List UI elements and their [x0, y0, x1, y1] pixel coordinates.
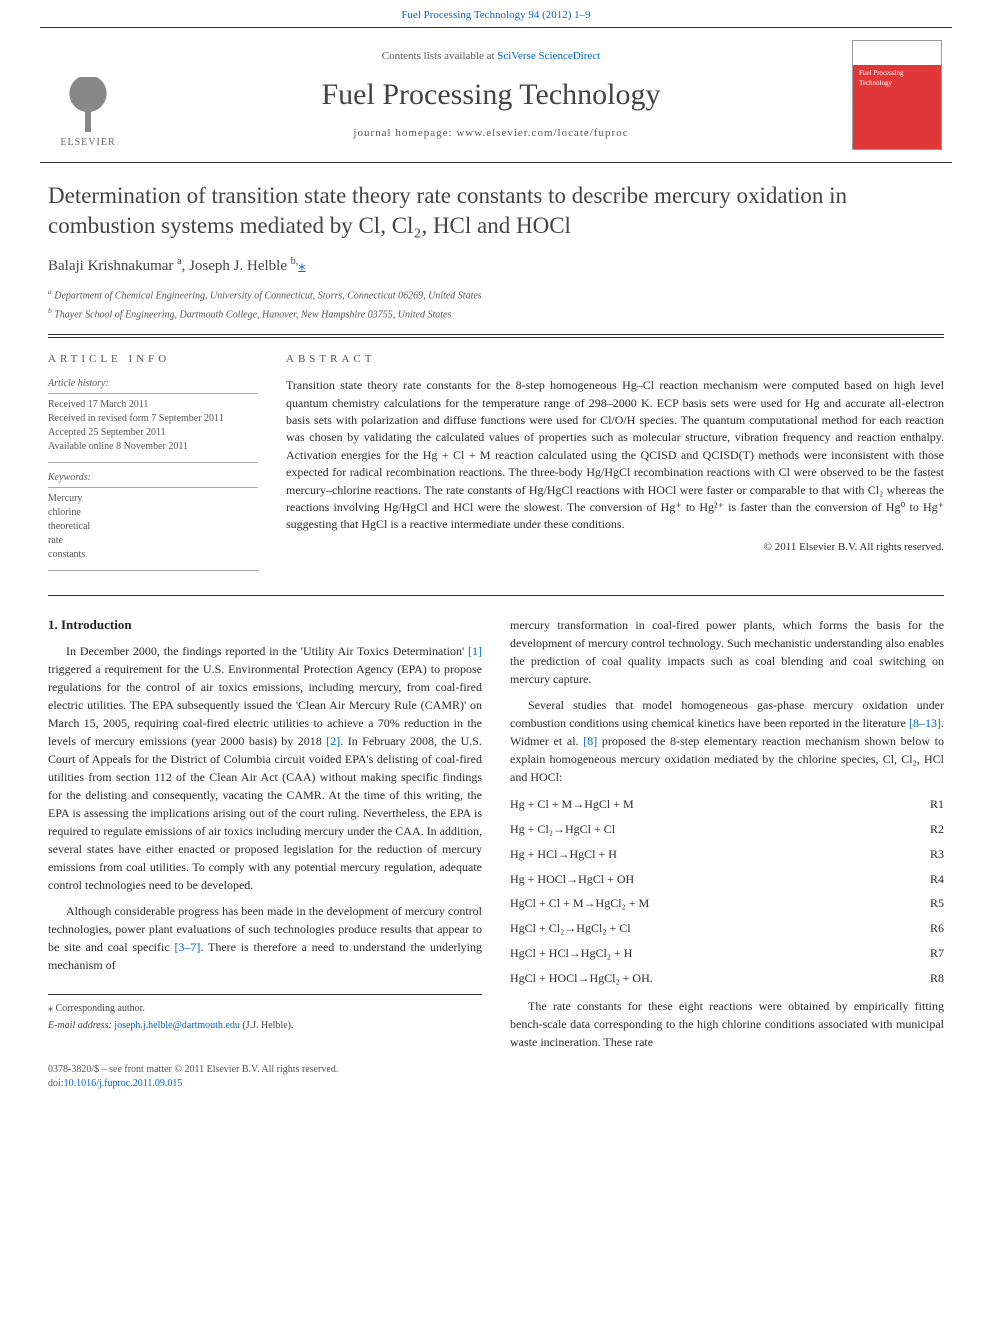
contents-prefix: Contents lists available at: [382, 50, 497, 62]
keyword: chlorine: [48, 506, 258, 520]
affiliation-a: a Department of Chemical Engineering, Un…: [48, 287, 944, 303]
sciencedirect-link[interactable]: SciVerse ScienceDirect: [497, 50, 600, 62]
body-columns: 1. Introduction In December 2000, the fi…: [48, 616, 944, 1050]
citation-link[interactable]: [2]: [326, 734, 340, 748]
elsevier-logo[interactable]: ELSEVIER: [48, 60, 128, 150]
author-1-aff: a: [177, 256, 181, 267]
keyword: Mercury: [48, 492, 258, 506]
reaction-r1: Hg + Cl + M→HgCl + MR1: [510, 796, 944, 813]
keyword: constants: [48, 548, 258, 562]
footnotes: ⁎ Corresponding author. E-mail address: …: [48, 994, 482, 1033]
info-abstract-row: ARTICLE INFO Article history: Received 1…: [48, 337, 944, 596]
reaction-r7: HgCl + HCl→HgCl₂ + HR7: [510, 945, 944, 962]
citation-link[interactable]: [3–7]: [174, 940, 200, 954]
author-2[interactable]: Joseph J. Helble: [189, 258, 287, 274]
article: Determination of transition state theory…: [0, 181, 992, 1050]
journal-name: Fuel Processing Technology: [140, 74, 842, 116]
abstract-heading: ABSTRACT: [286, 352, 944, 367]
affiliation-b: b Thayer School of Engineering, Dartmout…: [48, 306, 944, 322]
intro-paragraph-3: Several studies that model homogeneous g…: [510, 696, 944, 786]
article-info-heading: ARTICLE INFO: [48, 352, 258, 367]
revised-date: Received in revised form 7 September 201…: [48, 412, 258, 426]
reaction-r6: HgCl + Cl₂→HgCl₂ + ClR6: [510, 920, 944, 937]
cover-thumb-box: [842, 28, 952, 162]
elsevier-tree-icon: [63, 77, 113, 132]
corresponding-mark[interactable]: ⁎: [298, 258, 306, 274]
publisher-logo-box: ELSEVIER: [40, 28, 140, 162]
reaction-r8: HgCl + HOCl→HgCl₂ + OH.R8: [510, 970, 944, 987]
keyword: rate: [48, 534, 258, 548]
intro-paragraph-4: The rate constants for these eight react…: [510, 997, 944, 1051]
authors: Balaji Krishnakumar a, Joseph J. Helble …: [48, 255, 944, 277]
footer-doi: doi:10.1016/j.fuproc.2011.09.015: [48, 1077, 944, 1091]
abstract-text: Transition state theory rate constants f…: [286, 377, 944, 534]
citation-link[interactable]: [8–13]: [909, 716, 941, 730]
journal-homepage: journal homepage: www.elsevier.com/locat…: [140, 126, 842, 141]
footer-line-1: 0378-3820/$ – see front matter © 2011 El…: [48, 1063, 944, 1077]
contents-line: Contents lists available at SciVerse Sci…: [140, 49, 842, 64]
history-block: Article history: Received 17 March 2011 …: [48, 377, 258, 463]
citation-link[interactable]: [8]: [583, 734, 597, 748]
masthead-center: Contents lists available at SciVerse Sci…: [140, 28, 842, 162]
keyword: theoretical: [48, 520, 258, 534]
citation-link[interactable]: [1]: [468, 644, 482, 658]
affiliations: a Department of Chemical Engineering, Un…: [48, 287, 944, 335]
doi-link[interactable]: 10.1016/j.fuproc.2011.09.015: [64, 1078, 183, 1089]
homepage-url[interactable]: www.elsevier.com/locate/fuproc: [456, 127, 628, 139]
journal-cover-icon[interactable]: [852, 40, 942, 150]
abstract-copyright: © 2011 Elsevier B.V. All rights reserved…: [286, 540, 944, 555]
keywords-block: Keywords: Mercury chlorine theoretical r…: [48, 471, 258, 571]
publisher-label: ELSEVIER: [60, 136, 115, 150]
masthead: ELSEVIER Contents lists available at Sci…: [40, 27, 952, 163]
online-date: Available online 8 November 2011: [48, 440, 258, 454]
reaction-list: Hg + Cl + M→HgCl + MR1 Hg + Cl₂→HgCl + C…: [510, 796, 944, 986]
reaction-r3: Hg + HCl→HgCl + HR3: [510, 846, 944, 863]
article-footer: 0378-3820/$ – see front matter © 2011 El…: [48, 1063, 944, 1091]
email-link[interactable]: joseph.j.helble@dartmouth.edu: [114, 1020, 240, 1031]
article-info: ARTICLE INFO Article history: Received 1…: [48, 352, 258, 579]
author-1[interactable]: Balaji Krishnakumar: [48, 258, 173, 274]
reaction-r5: HgCl + Cl + M→HgCl₂ + MR5: [510, 895, 944, 912]
accepted-date: Accepted 25 September 2011: [48, 426, 258, 440]
homepage-prefix: journal homepage:: [353, 127, 456, 139]
intro-paragraph-2: Although considerable progress has been …: [48, 902, 482, 974]
intro-paragraph-2-cont: mercury transformation in coal-fired pow…: [510, 616, 944, 688]
keywords-heading: Keywords:: [48, 471, 258, 488]
abstract: ABSTRACT Transition state theory rate co…: [286, 352, 944, 579]
email-note: E-mail address: joseph.j.helble@dartmout…: [48, 1018, 482, 1033]
corresponding-note: ⁎ Corresponding author.: [48, 1001, 482, 1016]
history-heading: Article history:: [48, 377, 258, 394]
section-heading-intro: 1. Introduction: [48, 616, 482, 634]
reaction-r4: Hg + HOCl→HgCl + OHR4: [510, 871, 944, 888]
top-reference: Fuel Processing Technology 94 (2012) 1–9: [0, 0, 992, 27]
intro-paragraph-1: In December 2000, the findings reported …: [48, 642, 482, 894]
received-date: Received 17 March 2011: [48, 398, 258, 412]
reaction-r2: Hg + Cl₂→HgCl + ClR2: [510, 821, 944, 838]
article-title: Determination of transition state theory…: [48, 181, 944, 241]
